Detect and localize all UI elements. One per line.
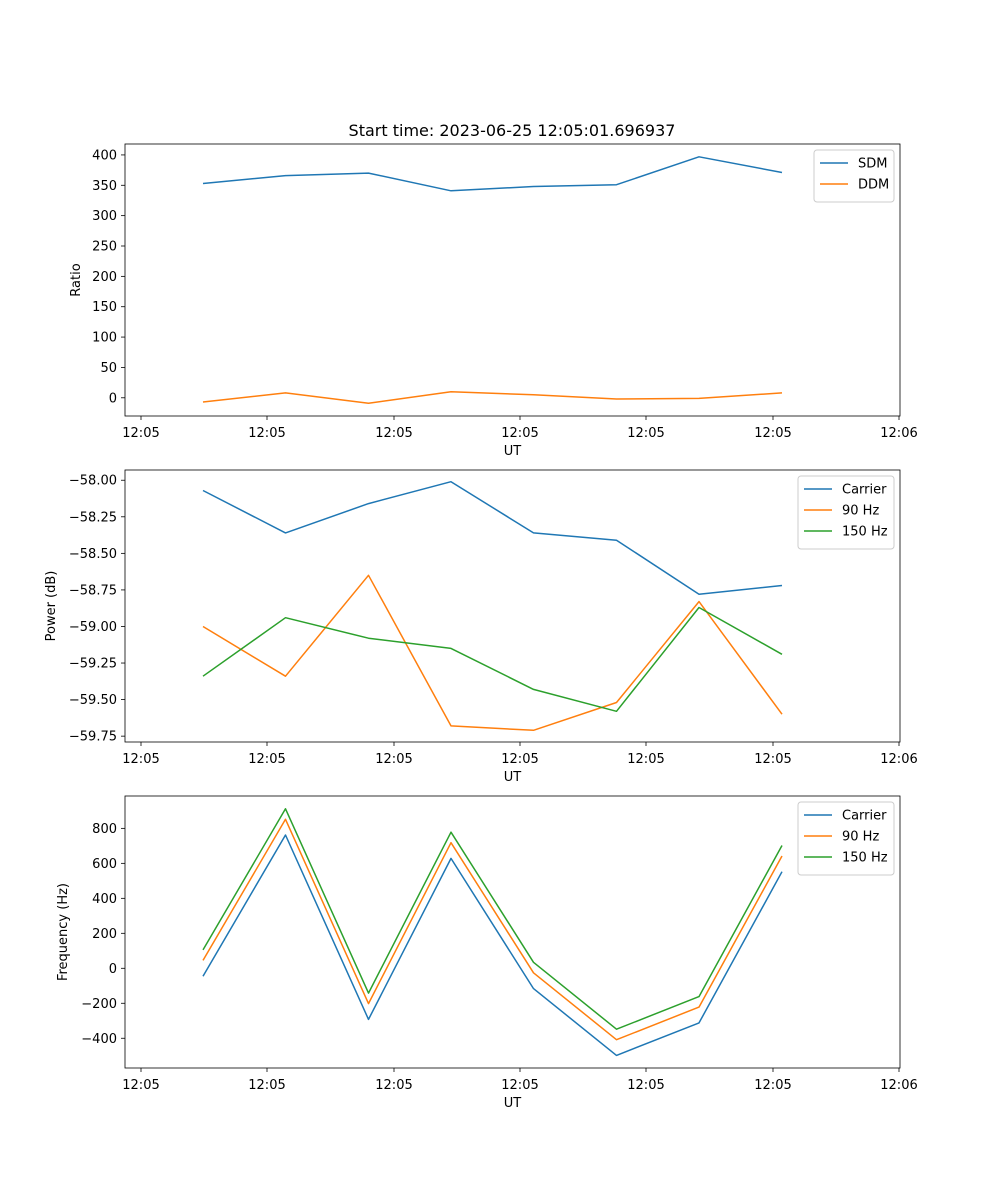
x-tick-label: 12:05: [122, 1078, 159, 1093]
y-tick-label: 400: [92, 148, 117, 163]
y-tick-label: 350: [92, 179, 117, 194]
axes-frame: [124, 795, 901, 1069]
x-tick-label: 12:05: [248, 752, 285, 767]
chart-panel-1: 12:05 12:05 12:05 12:05 12:05 12:05 12:06 0 50 10…: [69, 143, 918, 459]
x-axis-label: UT: [504, 1096, 522, 1111]
chart-panel-3: 12:05 12:05 12:05 12:05 12:05 12:05 12:06 −400 −…: [56, 795, 918, 1111]
legend-label: SDM: [858, 157, 887, 172]
x-tick-label: 12:05: [122, 426, 159, 441]
series-line-ddm: [202, 390, 783, 405]
series-line-150-hz: [202, 606, 783, 713]
x-tick-label: 12:05: [248, 1078, 285, 1093]
y-axis-label: Ratio: [69, 263, 84, 296]
series-line-150-hz: [202, 808, 783, 1030]
x-axis-label: UT: [504, 444, 522, 459]
x-tick-label: 12:05: [375, 426, 412, 441]
series-line-sdm: [202, 156, 783, 192]
y-tick-label: −59.25: [69, 657, 117, 672]
axes-frame: [124, 143, 901, 417]
x-tick-label: 12:05: [248, 426, 285, 441]
x-tick-label: 12:05: [754, 1078, 791, 1093]
y-tick-label: 300: [92, 209, 117, 224]
legend-label: Carrier: [842, 809, 887, 824]
legend-label: DDM: [858, 178, 889, 193]
x-tick-label: 12:05: [122, 752, 159, 767]
axes-frame: [124, 469, 901, 743]
y-tick-label: 400: [92, 892, 117, 907]
legend-label: Carrier: [842, 483, 887, 498]
y-axis-label: Power (dB): [44, 571, 59, 642]
y-tick-label: −58.75: [69, 583, 117, 598]
legend-label: 90 Hz: [842, 504, 879, 519]
x-tick-label: 12:05: [501, 1078, 538, 1093]
series-line-carrier: [202, 834, 783, 1057]
y-axis-label: Frequency (Hz): [56, 883, 71, 981]
y-tick-label: −59.50: [69, 693, 117, 708]
x-tick-label: 12:05: [627, 426, 664, 441]
series-line-carrier: [202, 480, 783, 596]
charts-container: 12:05 12:05 12:05 12:05 12:05 12:05 12:06 0 50 10…: [44, 143, 918, 1111]
y-tick-label: −58.50: [69, 547, 117, 562]
y-tick-label: 600: [92, 857, 117, 872]
series-line-90-hz: [202, 818, 783, 1041]
y-tick-label: −58.25: [69, 510, 117, 525]
y-tick-label: −200: [81, 997, 117, 1012]
x-tick-label: 12:05: [754, 752, 791, 767]
x-axis-label: UT: [504, 770, 522, 785]
x-tick-label: 12:06: [880, 426, 917, 441]
x-tick-label: 12:05: [501, 752, 538, 767]
legend: Carrier 90 Hz 150 Hz: [797, 801, 895, 876]
legend-label: 150 Hz: [842, 525, 888, 540]
x-tick-label: 12:05: [627, 1078, 664, 1093]
chart-title: Start time: 2023-06-25 12:05:01.696937: [349, 121, 676, 140]
chart-panel-2: 12:05 12:05 12:05 12:05 12:05 12:05 12:06 −59.7…: [44, 469, 918, 785]
y-tick-label: 200: [92, 927, 117, 942]
y-tick-label: 150: [92, 300, 117, 315]
legend-label: 90 Hz: [842, 830, 879, 845]
y-tick-label: −400: [81, 1032, 117, 1047]
legend: SDM DDM: [813, 149, 895, 203]
x-tick-label: 12:05: [754, 426, 791, 441]
x-tick-label: 12:05: [627, 752, 664, 767]
x-tick-label: 12:05: [375, 1078, 412, 1093]
x-tick-label: 12:06: [880, 1078, 917, 1093]
y-tick-label: 0: [109, 962, 117, 977]
y-tick-label: 50: [100, 361, 117, 376]
y-tick-label: −58.00: [69, 474, 117, 489]
x-tick-label: 12:05: [501, 426, 538, 441]
y-tick-label: 250: [92, 240, 117, 255]
x-tick-label: 12:05: [375, 752, 412, 767]
y-tick-label: −59.00: [69, 620, 117, 635]
y-tick-label: 100: [92, 331, 117, 346]
legend-label: 150 Hz: [842, 851, 888, 866]
y-tick-label: −59.75: [69, 730, 117, 745]
y-tick-label: 200: [92, 270, 117, 285]
y-tick-label: 0: [109, 391, 117, 406]
x-tick-label: 12:06: [880, 752, 917, 767]
series-line-90-hz: [202, 574, 783, 732]
legend: Carrier 90 Hz 150 Hz: [797, 475, 895, 550]
y-tick-label: 800: [92, 822, 117, 837]
